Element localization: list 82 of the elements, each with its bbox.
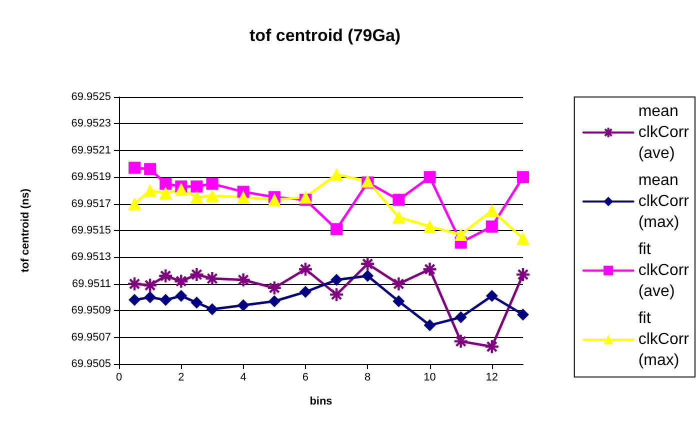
point [328, 286, 344, 302]
point [392, 210, 406, 224]
y-tick-label: 69.9525 [71, 91, 111, 103]
point [330, 223, 343, 236]
point [128, 197, 142, 210]
x-tick-label: 10 [424, 372, 436, 384]
point [517, 171, 529, 184]
point [126, 276, 142, 292]
chart-title: tof centroid (79Ga) [249, 26, 401, 45]
point [268, 295, 280, 308]
y-tick-label: 69.9515 [71, 224, 111, 236]
x-tick-label: 2 [178, 372, 184, 384]
point [299, 286, 312, 298]
point [190, 190, 204, 204]
point [190, 296, 203, 309]
point [206, 178, 218, 190]
point [144, 163, 156, 176]
point [158, 268, 174, 284]
point [515, 266, 531, 282]
y-tick-label: 69.9521 [71, 144, 111, 156]
x-tick-label: 6 [302, 372, 309, 384]
point [142, 278, 158, 293]
point [454, 228, 468, 242]
point [392, 295, 405, 308]
point [144, 184, 157, 197]
point [298, 190, 312, 204]
point [423, 220, 436, 233]
y-tick-label: 69.9517 [71, 198, 111, 210]
point [517, 308, 529, 321]
x-tick-label: 4 [240, 372, 246, 384]
point [360, 256, 376, 272]
point [174, 182, 188, 196]
point [392, 194, 405, 206]
y-axis-title: tof centroid (ns) [20, 188, 32, 272]
point [128, 294, 141, 306]
point [266, 280, 282, 296]
point [391, 276, 406, 292]
legend-label: fit clkCorr (ave) [638, 241, 690, 300]
point [268, 193, 281, 206]
point [204, 270, 220, 286]
y-tick-label: 69.9511 [72, 278, 111, 290]
point [330, 274, 343, 286]
point [160, 294, 172, 306]
point [128, 162, 141, 174]
point [486, 220, 498, 232]
point [206, 303, 218, 316]
x-tick-label: 0 [116, 372, 122, 384]
x-axis-title: bins [310, 396, 332, 408]
point [174, 274, 189, 289]
point [189, 266, 204, 282]
point [362, 270, 374, 282]
point [424, 171, 436, 184]
y-tick-label: 69.9523 [71, 118, 111, 130]
point [175, 290, 188, 302]
point [159, 186, 172, 200]
legend-label: fit clkCorr (max) [638, 310, 690, 369]
point [237, 299, 250, 312]
point [144, 291, 156, 304]
x-tick-label: 8 [364, 372, 371, 384]
point [206, 189, 219, 202]
point [236, 272, 251, 288]
y-tick-label: 69.9519 [71, 171, 111, 184]
legend-label: mean clkCorr (ave) [638, 103, 690, 162]
x-tick-label: 12 [486, 372, 498, 384]
y-tick-label: 69.9513 [71, 251, 111, 264]
point [453, 334, 468, 349]
point [485, 204, 498, 217]
point [516, 232, 530, 246]
point [486, 290, 498, 302]
y-tick-label: 69.9509 [71, 304, 111, 317]
point [330, 168, 344, 181]
point [422, 262, 438, 277]
y-tick-label: 69.9507 [71, 331, 111, 344]
point [160, 178, 172, 190]
point [190, 180, 203, 192]
point [236, 190, 250, 204]
legend-label: mean clkCorr (max) [638, 172, 690, 231]
point [298, 262, 314, 277]
y-tick-label: 69.9505 [71, 358, 111, 370]
point [454, 311, 467, 324]
point [424, 319, 436, 332]
point [484, 339, 500, 354]
